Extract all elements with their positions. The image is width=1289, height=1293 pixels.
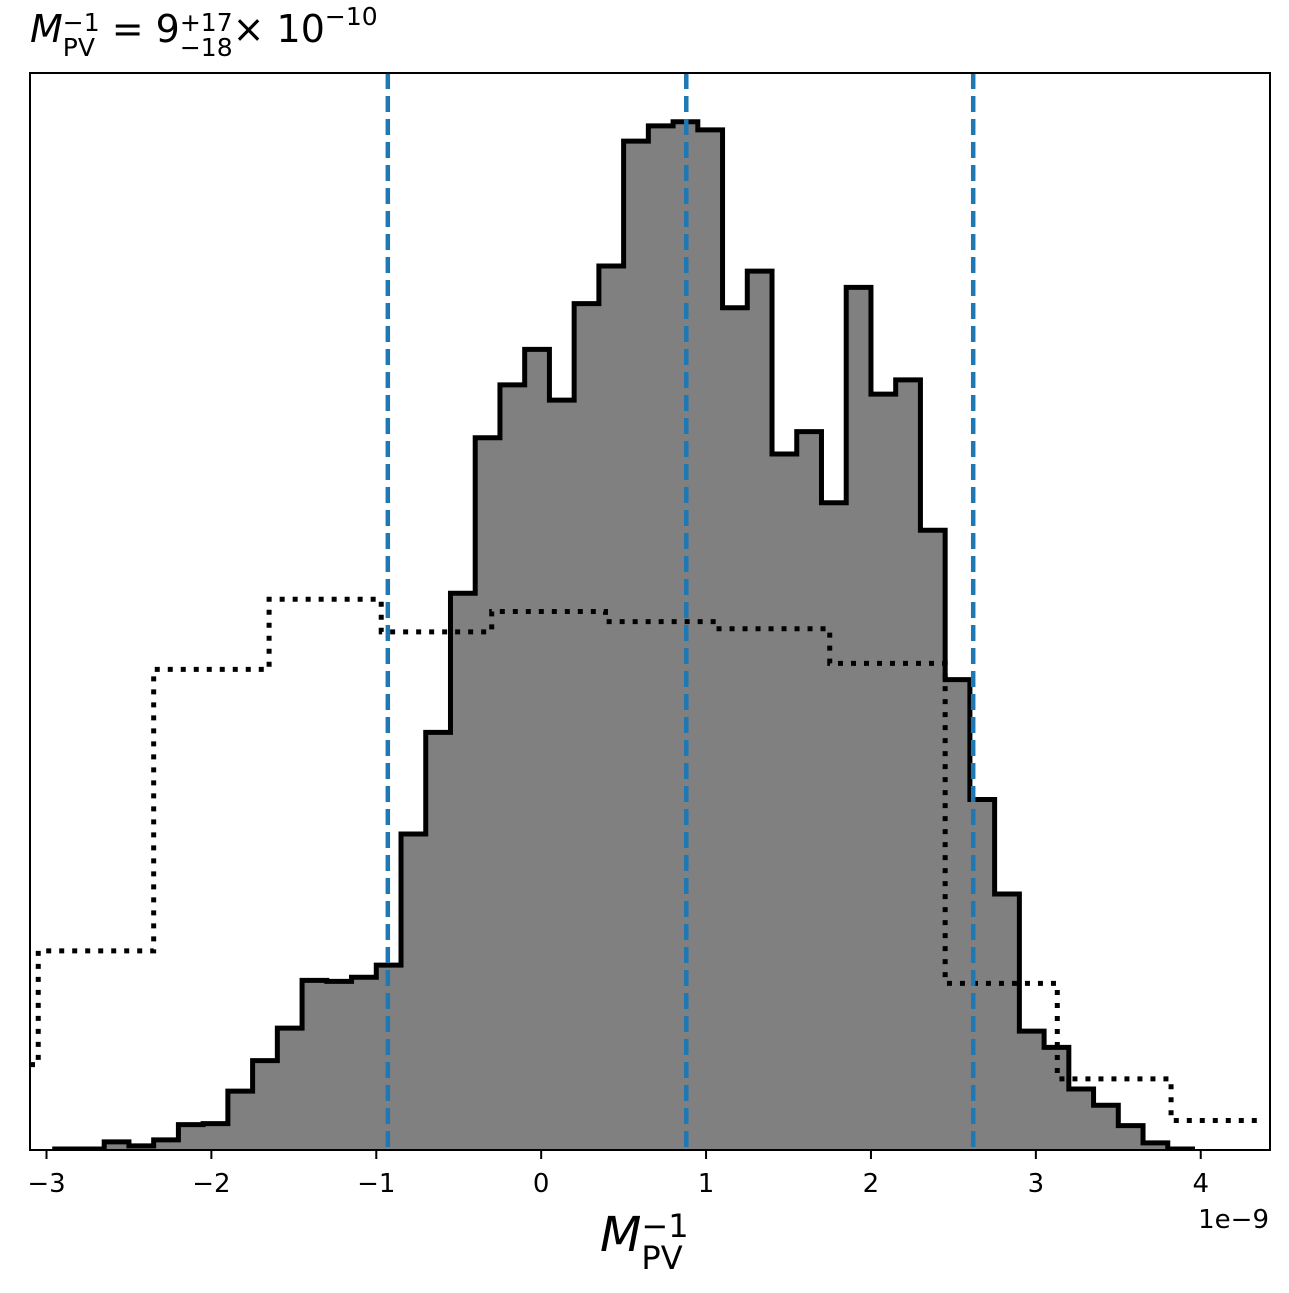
xlabel-symbol: M: [600, 1207, 642, 1263]
xlabel-sub: PV: [641, 1239, 683, 1277]
x-tick-label-6: 3: [1028, 1169, 1045, 1199]
posterior-fill: [54, 121, 1193, 1150]
title-lhs: M: [30, 7, 63, 51]
x-axis-label: M −1 PV: [600, 1210, 689, 1274]
x-tick-label-1: −2: [192, 1169, 230, 1199]
title-median: 9: [155, 7, 180, 51]
title-plus: +17: [179, 8, 233, 37]
posterior-outline: [52, 119, 1195, 1150]
x-tick-label-0: −3: [27, 1169, 65, 1199]
xlabel-sup: −1: [641, 1207, 689, 1245]
plot-frame: [29, 72, 1271, 1151]
x-offset-label: 1e−9: [1198, 1205, 1269, 1235]
title-scale-exp: −10: [324, 2, 378, 31]
x-tick-label-5: 2: [863, 1169, 880, 1199]
chart-title: M −1 PV = 9 +17 −18 × 10−10: [30, 2, 378, 62]
x-tick-label-3: 0: [533, 1169, 550, 1199]
xlabel-scripts: −1 PV: [641, 1210, 688, 1274]
title-scale: × 10: [232, 7, 325, 51]
title-minus: −18: [179, 33, 233, 62]
x-tick-label-2: −1: [357, 1169, 395, 1199]
title-errors: +17 −18: [180, 10, 233, 60]
title-lhs-sup: −1: [62, 8, 100, 37]
title-lhs-scripts: −1 PV: [63, 10, 100, 60]
x-tick-label-7: 4: [1192, 1169, 1209, 1199]
x-tick-label-4: 1: [698, 1169, 715, 1199]
title-lhs-sub: PV: [62, 33, 95, 62]
prior-outline: [30, 596, 1259, 1124]
